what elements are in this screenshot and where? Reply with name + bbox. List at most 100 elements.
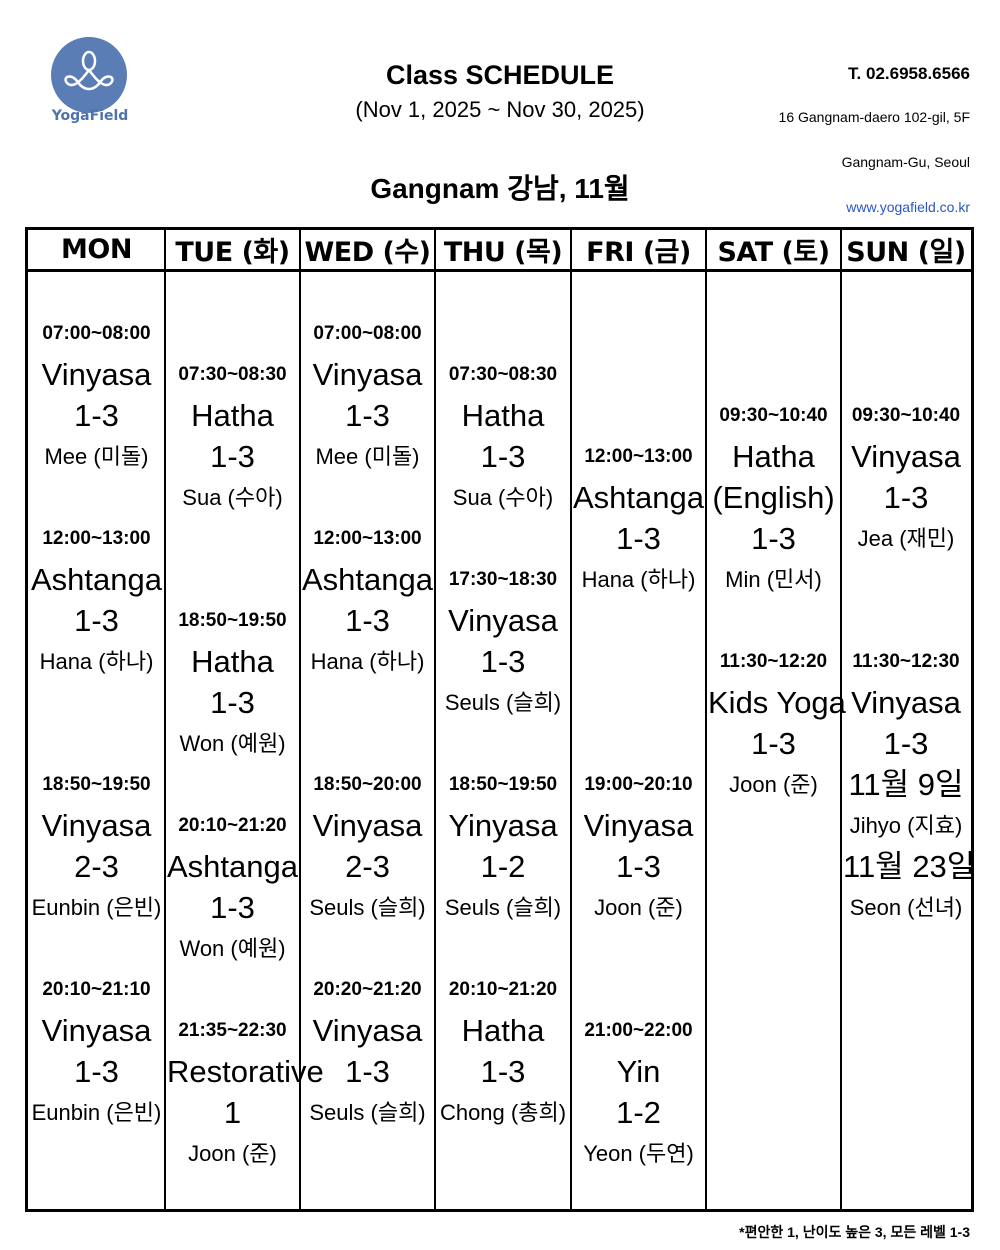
class-time: 07:00~08:00 xyxy=(42,323,151,344)
class-time: 09:30~10:40 xyxy=(851,405,961,426)
class-level: 1-2 xyxy=(480,849,526,884)
day-header: WED (수) xyxy=(304,237,431,268)
class-date: 11월 23일 xyxy=(843,849,976,884)
class-time: 20:10~21:10 xyxy=(42,979,151,1000)
class-time: 07:30~08:30 xyxy=(178,364,287,385)
class-time: 12:00~13:00 xyxy=(313,528,422,549)
date-range: (Nov 1, 2025 ~ Nov 30, 2025) xyxy=(355,97,645,122)
level-footnote: *편안한 1, 난이도 높은 3, 모든 레벨 1-3 xyxy=(739,1224,970,1240)
day-column: 07:30~08:30 Hatha 1-3 Sua (수아) 18:50~19:50 Ha… xyxy=(167,272,324,1209)
class-name: Yin xyxy=(616,1054,661,1089)
instructor-name: Sua (수아) xyxy=(182,485,283,510)
day-column: 07:30~08:30 Hatha 1-3 Sua (수아) 17:30~18:30 Vi… xyxy=(437,272,569,1209)
class-time: 20:10~21:20 xyxy=(178,815,287,836)
day-header: MON xyxy=(61,234,132,265)
day-header: TUE (화) xyxy=(175,237,290,268)
instructor-name: Eunbin (은빈) xyxy=(31,1100,162,1125)
class-level: 1-3 xyxy=(883,480,929,515)
class-level: 1-3 xyxy=(210,439,255,474)
website-link[interactable]: www.yogafield.co.kr xyxy=(846,199,970,215)
class-time: 12:00~13:00 xyxy=(584,446,693,467)
day-header: FRI (금) xyxy=(586,237,691,268)
class-level: 1-3 xyxy=(751,521,796,556)
lotus-icon xyxy=(51,37,127,113)
class-name: Hatha xyxy=(461,1013,545,1048)
class-name: Vinyasa xyxy=(851,439,961,474)
branch-title: Gangnam 강남, 11월 xyxy=(370,173,630,204)
instructor-name: Joon (준) xyxy=(594,895,683,920)
instructor-name: Jea (재민) xyxy=(857,526,955,551)
instructor-name: Joon (준) xyxy=(188,1141,277,1166)
class-level: 1-3 xyxy=(345,398,390,433)
instructor-name: Seuls (슬희) xyxy=(444,690,562,715)
class-level: 1-3 xyxy=(74,398,119,433)
class-time: 21:35~22:30 xyxy=(178,1020,287,1041)
column-divider xyxy=(705,230,707,1209)
class-name: Restorative xyxy=(167,1054,324,1089)
class-name: Hatha xyxy=(461,398,545,433)
class-name: Ashtanga xyxy=(167,849,298,884)
instructor-name: Yeon (두연) xyxy=(583,1141,694,1166)
address-line-2: Gangnam-Gu, Seoul xyxy=(841,154,970,170)
class-name: Ashtanga xyxy=(302,562,433,597)
class-level: 1 xyxy=(223,1095,242,1130)
day-column: 07:00~08:00 Vinyasa 1-3 Mee (미돌) 12:00~13:00… xyxy=(30,272,163,1209)
brand-name: YogaField xyxy=(51,108,129,124)
instructor-name: Eunbin (은빈) xyxy=(31,895,162,920)
class-name: Hatha xyxy=(191,644,274,679)
class-name: Ashtanga xyxy=(573,480,704,515)
class-level: 1-3 xyxy=(480,1054,526,1089)
class-time: 18:50~19:50 xyxy=(178,610,287,631)
instructor-name: Seuls (슬희) xyxy=(309,895,426,920)
column-divider xyxy=(570,230,572,1209)
column-divider xyxy=(840,230,842,1209)
schedule-header-row: MON TUE (화) WED (수) THU (목) FRI (금) SAT (토) SU… xyxy=(28,230,971,272)
instructor-name: Jihyo (지효) xyxy=(849,813,963,838)
column-divider xyxy=(164,230,166,1209)
instructor-name: Mee (미돌) xyxy=(44,444,149,469)
class-level: 1-3 xyxy=(210,890,255,925)
day-header: SUN (일) xyxy=(846,237,966,268)
class-name: Hatha xyxy=(732,439,815,474)
class-name: Vinyasa xyxy=(312,808,423,843)
day-header: THU (목) xyxy=(443,237,563,268)
class-name: Hatha xyxy=(191,398,274,433)
class-name: Kids Yoga xyxy=(708,685,846,720)
day-header: SAT (토) xyxy=(717,237,830,268)
instructor-name: Chong (총희) xyxy=(439,1100,567,1125)
instructor-name: Mee (미돌) xyxy=(315,444,420,469)
class-name: (English) xyxy=(712,480,835,515)
class-name: Vinyasa xyxy=(41,1013,152,1048)
day-column: 07:00~08:00 Vinyasa 1-3 Mee (미돌) 12:00~13:00… xyxy=(302,272,433,1209)
class-time: 12:00~13:00 xyxy=(42,528,151,549)
class-name: Vinyasa xyxy=(41,808,152,843)
phone-number: T. 02.6958.6566 xyxy=(848,64,970,83)
class-time: 21:00~22:00 xyxy=(584,1020,693,1041)
column-divider xyxy=(299,230,301,1209)
instructor-name: Sua (수아) xyxy=(452,485,554,510)
class-time: 20:20~21:20 xyxy=(313,979,422,1000)
class-level: 1-3 xyxy=(480,439,526,474)
class-time: 07:30~08:30 xyxy=(448,364,558,385)
class-level: 2-3 xyxy=(74,849,119,884)
instructor-name: Seon (선녀) xyxy=(849,895,963,920)
class-level: 1-3 xyxy=(751,726,796,761)
class-name: Vinyasa xyxy=(312,1013,423,1048)
instructor-name: Seuls (슬희) xyxy=(444,895,562,920)
class-name: Vinyasa xyxy=(851,685,961,720)
instructor-name: Hana (하나) xyxy=(310,649,425,674)
class-time: 18:50~19:50 xyxy=(42,774,151,795)
instructor-name: Joon (준) xyxy=(729,772,818,797)
class-level: 1-3 xyxy=(210,685,255,720)
yogafield-logo: YogaField xyxy=(30,28,150,138)
schedule-table: MON TUE (화) WED (수) THU (목) FRI (금) SAT (토) SU… xyxy=(25,227,976,1212)
class-level: 1-3 xyxy=(883,726,929,761)
class-time: 18:50~20:00 xyxy=(313,774,422,795)
class-level: 1-3 xyxy=(480,644,526,679)
class-level: 1-3 xyxy=(74,603,119,638)
instructor-name: Hana (하나) xyxy=(581,567,696,592)
class-level: 1-3 xyxy=(345,603,390,638)
day-column: 09:30~10:40 Hatha (English) 1-3 Min (민서) 11:3… xyxy=(708,272,846,1209)
class-time: 09:30~10:40 xyxy=(719,405,828,426)
class-time: 20:10~21:20 xyxy=(448,979,558,1000)
